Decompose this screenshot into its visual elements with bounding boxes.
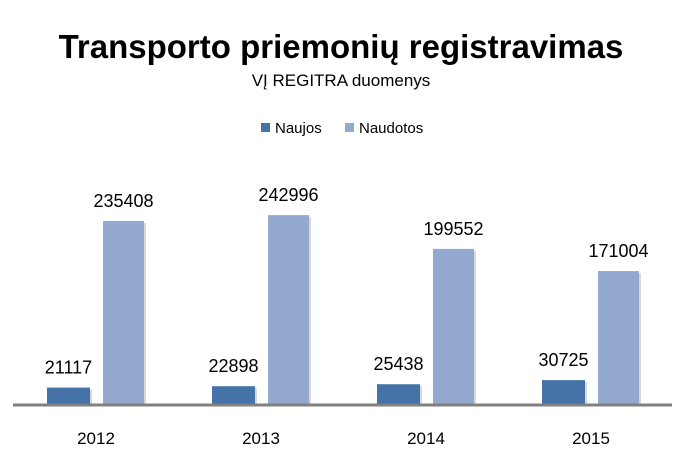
data-label-naujos-2012: 21117 [45,358,92,378]
legend: Naujos Naudotos [261,120,423,137]
bar-naudotos-2012 [103,221,144,404]
data-label-naujos-2014: 25438 [373,354,423,374]
chart-subtitle: VĮ REGITRA duomenys [252,71,431,90]
bar-naujos-2013 [212,386,255,404]
data-label-naudotos-2013: 242996 [258,185,318,205]
bar-naudotos-2014 [433,248,474,404]
legend-swatch-naudotos [345,123,354,132]
bar-naujos-2012 [47,387,90,404]
bar-naudotos-2013 [268,215,309,404]
data-label-naudotos-2015: 171004 [588,241,648,261]
x-tick-label: 2014 [407,429,445,448]
data-label-naudotos-2012: 235408 [93,191,153,211]
bars: 21117 235408 22898 242996 25438 199552 30725 17… [45,185,649,404]
x-tick-label: 2013 [242,429,280,448]
legend-label-naudotos: Naudotos [359,120,423,137]
x-axis-ticks: 2012 2013 2014 2015 [77,429,610,448]
bar-naujos-2014 [377,384,420,404]
legend-label-naujos: Naujos [275,120,322,137]
bar-naudotos-2015 [598,271,639,404]
x-tick-label: 2015 [572,429,610,448]
legend-swatch-naujos [261,123,270,132]
x-tick-label: 2012 [77,429,115,448]
data-label-naudotos-2014: 199552 [423,219,483,239]
chart-title: Transporto priemonių registravimas [59,28,624,65]
data-label-naujos-2013: 22898 [208,356,258,376]
bar-naujos-2015 [542,380,585,404]
data-label-naujos-2015: 30725 [538,350,588,370]
